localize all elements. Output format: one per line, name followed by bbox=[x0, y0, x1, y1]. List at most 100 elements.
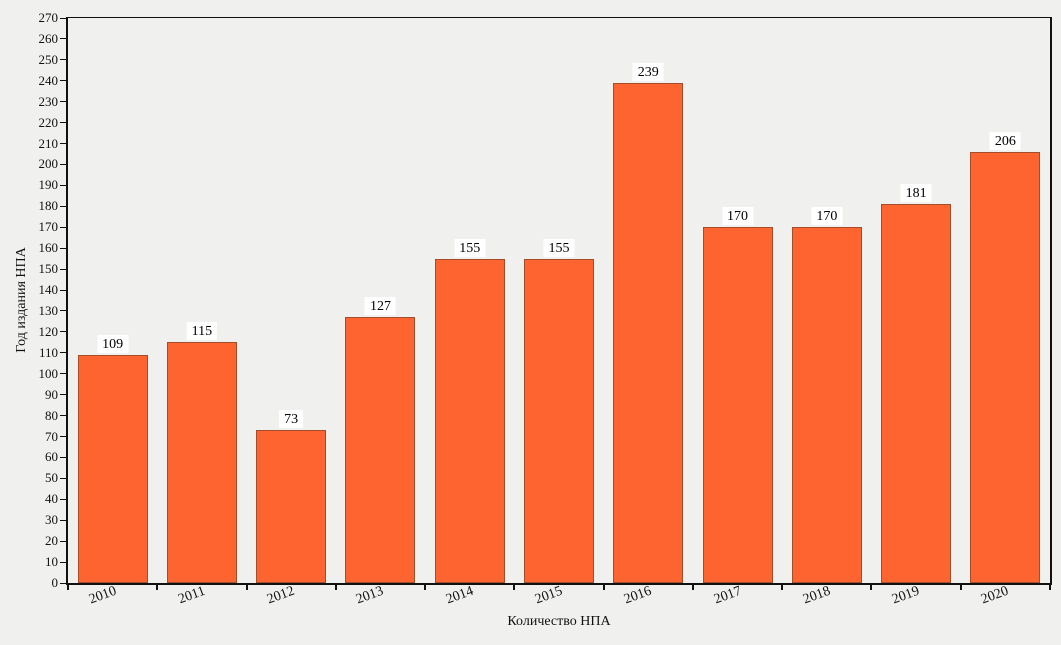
y-tick-mark bbox=[60, 184, 66, 186]
y-tick-mark bbox=[60, 80, 66, 82]
y-tick-mark bbox=[60, 17, 66, 19]
y-tick-label: 150 bbox=[38, 261, 59, 277]
y-tick-label: 260 bbox=[38, 30, 59, 46]
y-tick-mark bbox=[60, 289, 66, 291]
bar bbox=[881, 204, 952, 583]
bar-value-label: 239 bbox=[632, 62, 664, 81]
y-tick-label: 160 bbox=[38, 240, 59, 256]
y-tick-mark bbox=[60, 205, 66, 207]
y-tick-mark bbox=[60, 331, 66, 333]
x-tick-mark bbox=[67, 585, 69, 590]
y-tick-label: 140 bbox=[38, 282, 59, 298]
y-tick-mark bbox=[60, 163, 66, 165]
y-tick-mark bbox=[60, 268, 66, 270]
x-category-label: 2012 bbox=[265, 583, 297, 608]
y-tick-mark bbox=[60, 477, 66, 479]
y-tick-mark bbox=[60, 143, 66, 145]
y-tick-label: 170 bbox=[38, 219, 59, 235]
bar bbox=[702, 227, 773, 583]
y-tick-label: 130 bbox=[38, 302, 59, 318]
x-category-label: 2011 bbox=[176, 583, 208, 608]
bar bbox=[970, 151, 1041, 583]
bar-value-label: 73 bbox=[279, 410, 304, 429]
x-category-label: 2017 bbox=[711, 583, 744, 608]
y-tick-mark bbox=[60, 101, 66, 103]
y-tick-mark bbox=[60, 540, 66, 542]
y-tick-label: 80 bbox=[45, 407, 58, 423]
x-category-label: 2014 bbox=[443, 583, 476, 608]
y-tick-mark bbox=[60, 122, 66, 124]
bar bbox=[791, 227, 862, 583]
bar bbox=[256, 430, 327, 583]
bar-value-label: 155 bbox=[454, 238, 486, 257]
x-category-label: 2020 bbox=[979, 583, 1011, 608]
bar bbox=[613, 82, 684, 583]
x-category-label: 2013 bbox=[354, 583, 387, 608]
bar bbox=[434, 258, 505, 583]
y-tick-mark bbox=[60, 415, 66, 417]
y-tick-label: 250 bbox=[38, 51, 59, 67]
plot-area: 109 115 73 127 155 155 239 170 170 181 206 bbox=[66, 17, 1052, 585]
x-category-label: 2018 bbox=[800, 583, 833, 608]
y-tick-label: 100 bbox=[38, 365, 59, 381]
y-tick-label: 60 bbox=[45, 449, 58, 465]
y-tick-label: 90 bbox=[45, 386, 58, 402]
x-tick-mark bbox=[691, 585, 694, 590]
bar-value-label: 109 bbox=[97, 334, 129, 353]
x-category-label: 2019 bbox=[890, 583, 922, 608]
x-category-label: 2016 bbox=[622, 583, 654, 608]
y-tick-mark bbox=[60, 310, 66, 312]
y-tick-label: 0 bbox=[51, 575, 59, 590]
y-tick-label: 10 bbox=[45, 554, 58, 570]
x-tick-mark bbox=[602, 585, 605, 590]
y-tick-label: 120 bbox=[38, 323, 59, 339]
x-tick-mark bbox=[781, 585, 784, 590]
y-tick-mark bbox=[60, 373, 66, 375]
x-tick-mark bbox=[334, 585, 337, 590]
y-tick-mark bbox=[60, 561, 66, 563]
y-tick-label: 190 bbox=[38, 177, 59, 193]
y-tick-label: 110 bbox=[38, 344, 58, 360]
x-tick-mark bbox=[513, 585, 516, 590]
y-tick-label: 230 bbox=[38, 93, 59, 109]
y-tick-mark bbox=[60, 38, 66, 40]
y-tick-mark bbox=[60, 226, 66, 228]
y-tick-label: 210 bbox=[38, 135, 59, 151]
bar-value-label: 206 bbox=[989, 131, 1021, 150]
x-category-label: 2015 bbox=[533, 583, 565, 608]
y-tick-mark bbox=[60, 394, 66, 396]
y-tick-label: 20 bbox=[45, 533, 58, 549]
y-tick-label: 30 bbox=[45, 512, 58, 528]
bar-value-label: 170 bbox=[722, 207, 754, 226]
bar bbox=[524, 258, 594, 583]
y-tick-label: 50 bbox=[45, 470, 58, 486]
y-tick-mark bbox=[60, 247, 66, 249]
y-tick-mark bbox=[60, 436, 66, 438]
bar-value-label: 170 bbox=[811, 207, 843, 226]
y-tick-mark bbox=[60, 519, 66, 521]
y-tick-label: 270 bbox=[38, 10, 59, 25]
y-tick-label: 200 bbox=[38, 156, 59, 172]
y-tick-label: 220 bbox=[38, 114, 59, 130]
y-tick-mark bbox=[60, 498, 66, 500]
x-category-label: 2010 bbox=[86, 583, 119, 608]
y-tick-mark bbox=[60, 456, 66, 458]
x-axis-title: Количество НПА bbox=[507, 614, 611, 629]
y-axis-title: Год издания НПА bbox=[14, 247, 29, 353]
x-tick-mark bbox=[870, 585, 873, 590]
y-tick-label: 40 bbox=[45, 491, 58, 507]
bar-value-label: 181 bbox=[900, 184, 932, 203]
y-tick-mark bbox=[60, 582, 66, 584]
y-tick-mark bbox=[60, 59, 66, 61]
x-tick-mark bbox=[1049, 585, 1051, 590]
y-tick-mark bbox=[60, 352, 66, 354]
bar bbox=[77, 354, 148, 583]
x-tick-mark bbox=[245, 585, 248, 590]
bar-value-label: 155 bbox=[543, 238, 575, 257]
x-tick-mark bbox=[156, 585, 159, 590]
bar-value-label: 127 bbox=[364, 297, 396, 316]
bar bbox=[166, 342, 237, 583]
bar bbox=[345, 317, 416, 583]
bar-value-label: 115 bbox=[186, 322, 218, 341]
